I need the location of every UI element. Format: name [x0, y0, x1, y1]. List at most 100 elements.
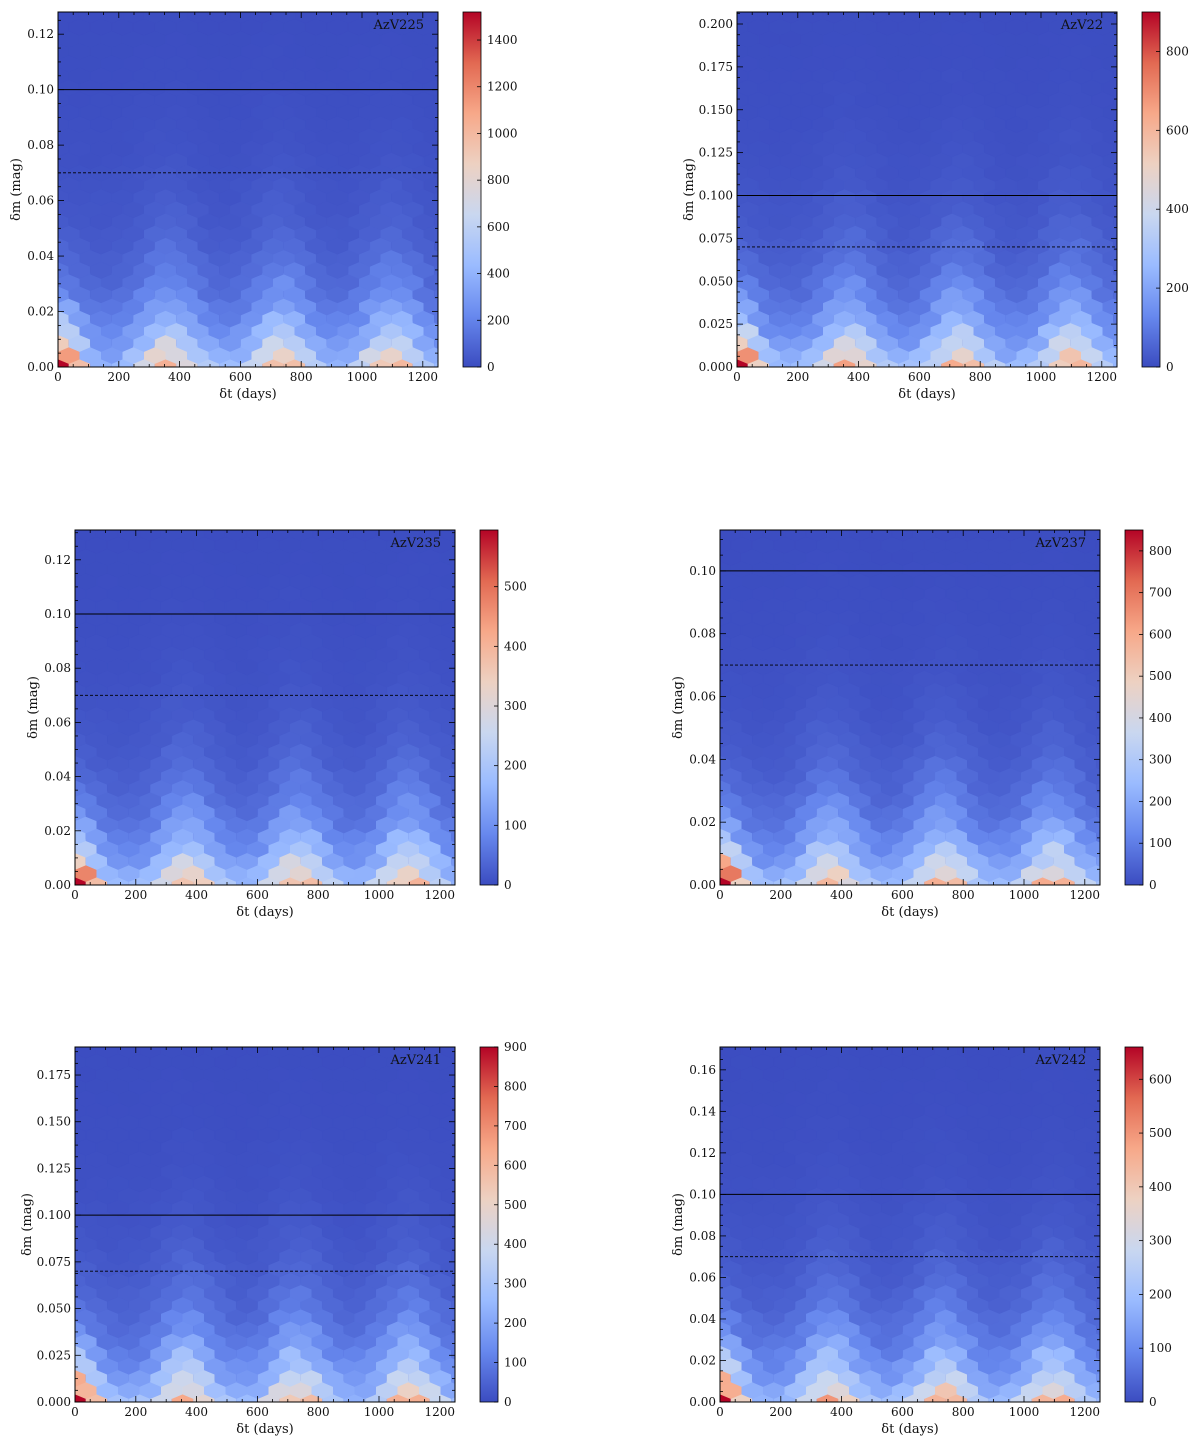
colorbar-tick-label: 1000: [487, 126, 518, 140]
colorbar-tick-label: 100: [504, 818, 527, 832]
y-tick-label: 0.10: [44, 607, 71, 621]
hexbin-cell: [409, 1034, 430, 1046]
hexbin-cell: [187, 12, 209, 24]
hexbin-cell: [69, 0, 90, 11]
hexbin-cell: [194, 517, 215, 529]
hexbin-cell: [813, 0, 834, 11]
x-tick-label: 1200: [1070, 1405, 1101, 1419]
hexbin-cells: [75, 1034, 455, 1402]
hexbin-cell: [237, 1034, 258, 1046]
x-axis-label: δt (days): [236, 1422, 293, 1437]
hexbin-cell: [349, 0, 370, 11]
hexbin-cell: [1042, 530, 1065, 542]
hexbin-cell: [1020, 1047, 1043, 1059]
hexbin-cell: [710, 517, 731, 529]
hexbin-cell: [865, 12, 888, 24]
hexbin-cell: [409, 517, 430, 529]
hexbin-cell: [727, 0, 748, 11]
hexbin-cell: [204, 1047, 226, 1059]
colorbar-tick-label: 1200: [487, 80, 518, 94]
hexbin-cell: [91, 0, 112, 11]
y-tick-label: 0.08: [689, 627, 716, 641]
hexbin-cell: [1075, 517, 1096, 529]
x-tick-label: 1200: [1087, 370, 1118, 384]
hexbin-cell: [452, 517, 473, 529]
hexbin-cell: [344, 517, 365, 529]
y-tick-label: 0.125: [699, 146, 733, 160]
y-axis-label: δm (mag): [671, 676, 686, 739]
y-tick-label: 0.08: [689, 1229, 716, 1243]
hexbin-cell: [375, 1047, 398, 1059]
colorbar-tick-label: 400: [1166, 202, 1189, 216]
hexbin-cell: [860, 517, 881, 529]
plot-frame: [719, 529, 1101, 886]
hexbin-cell: [112, 0, 133, 11]
x-tick-label: 800: [952, 1405, 975, 1419]
hexbin-cell: [86, 1034, 107, 1046]
panel-title: AzV225: [373, 18, 424, 33]
colorbar-tick-label: 800: [504, 1079, 527, 1093]
hexbin-cell: [440, 530, 455, 542]
hexbin-cells: [75, 517, 473, 885]
colorbar-tick-label: 500: [1149, 669, 1172, 683]
hexbin-cell: [215, 1034, 236, 1046]
x-tick-label: 1200: [408, 370, 439, 384]
hexbin-cell: [827, 530, 849, 542]
hexbin-cell: [430, 1034, 451, 1046]
hexbin-cell: [1102, 12, 1117, 24]
hexbin-cell: [731, 517, 752, 529]
x-tick-label: 200: [769, 888, 792, 902]
colorbar: [1124, 1046, 1144, 1403]
hexbin-cell: [397, 1047, 420, 1059]
colorbar-tick-label: 500: [504, 580, 527, 594]
panel-title: AzV235: [390, 536, 441, 551]
hexbin-cell: [165, 12, 187, 24]
hexbin-cell: [370, 0, 391, 11]
x-tick-label: 0: [71, 888, 79, 902]
hexbin-cell: [337, 12, 360, 24]
y-tick-label: 0.150: [699, 103, 733, 117]
hexbin-cell: [934, 1047, 957, 1059]
panel-azv241: 0 200 400 600 800 1000 12000.0000.0250.0500.07…: [20, 1034, 527, 1437]
colorbar-tick-label: 600: [487, 220, 510, 234]
x-tick-label: 600: [908, 370, 931, 384]
hexbin-cell: [151, 1034, 172, 1046]
hexbin-cell: [79, 12, 101, 24]
hexbin-cell: [268, 530, 291, 542]
y-tick-label: 0.02: [689, 815, 716, 829]
x-tick-label: 600: [246, 888, 269, 902]
x-tick-label: 0: [733, 370, 741, 384]
hexbin-cell: [48, 0, 69, 11]
hexbin-cell: [387, 1034, 408, 1046]
hexbin-cell: [301, 517, 322, 529]
hexbin-cell: [1016, 12, 1039, 24]
hexbin-cell: [86, 517, 107, 529]
hexbin-cell: [182, 530, 204, 542]
hexbin-cell: [435, 0, 456, 11]
hexbin-cell: [963, 0, 984, 11]
hexbin-cell: [946, 1034, 967, 1046]
colorbar: [479, 529, 499, 886]
hexbin-cell: [1042, 1047, 1065, 1059]
x-tick-label: 1000: [1026, 370, 1057, 384]
hexbin-cell: [870, 1047, 893, 1059]
x-axis-label: δt (days): [881, 905, 938, 920]
hexbin-cell: [323, 1034, 344, 1046]
hexbin-cell: [354, 1047, 377, 1059]
y-tick-label: 0.025: [699, 317, 733, 331]
x-tick-label: 0: [71, 1405, 79, 1419]
x-tick-label: 600: [891, 1405, 914, 1419]
hexbin-cell: [942, 0, 963, 11]
hexbin-cells: [710, 517, 1100, 885]
x-tick-label: 800: [969, 370, 992, 384]
x-tick-label: 1000: [364, 888, 395, 902]
colorbar-tick-label: 500: [1149, 1126, 1172, 1140]
y-tick-label: 0.14: [689, 1104, 716, 1118]
hexbin-cell: [973, 12, 996, 24]
hexbin-cell: [311, 530, 334, 542]
x-tick-label: 600: [246, 1405, 269, 1419]
colorbar-tick-label: 100: [504, 1356, 527, 1370]
hexbin-cell: [946, 517, 967, 529]
y-tick-label: 0.000: [699, 360, 733, 374]
